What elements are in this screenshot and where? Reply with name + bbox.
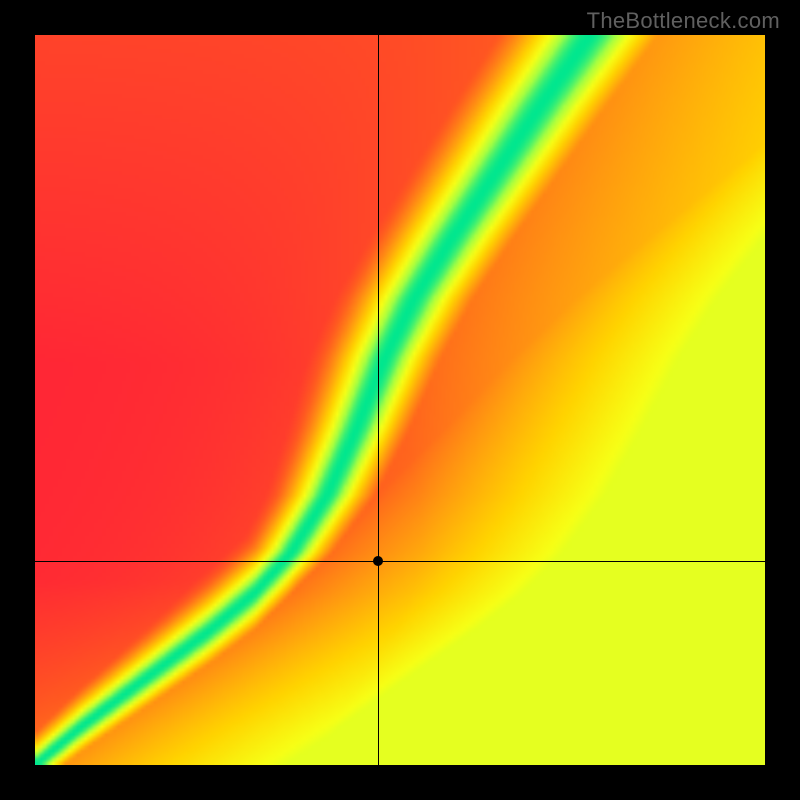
crosshair-vertical-line bbox=[378, 35, 379, 765]
watermark-text: TheBottleneck.com bbox=[587, 8, 780, 34]
crosshair-marker-dot bbox=[373, 556, 383, 566]
bottleneck-heatmap bbox=[35, 35, 765, 765]
plot-area bbox=[35, 35, 765, 765]
crosshair-horizontal-line bbox=[35, 561, 765, 562]
